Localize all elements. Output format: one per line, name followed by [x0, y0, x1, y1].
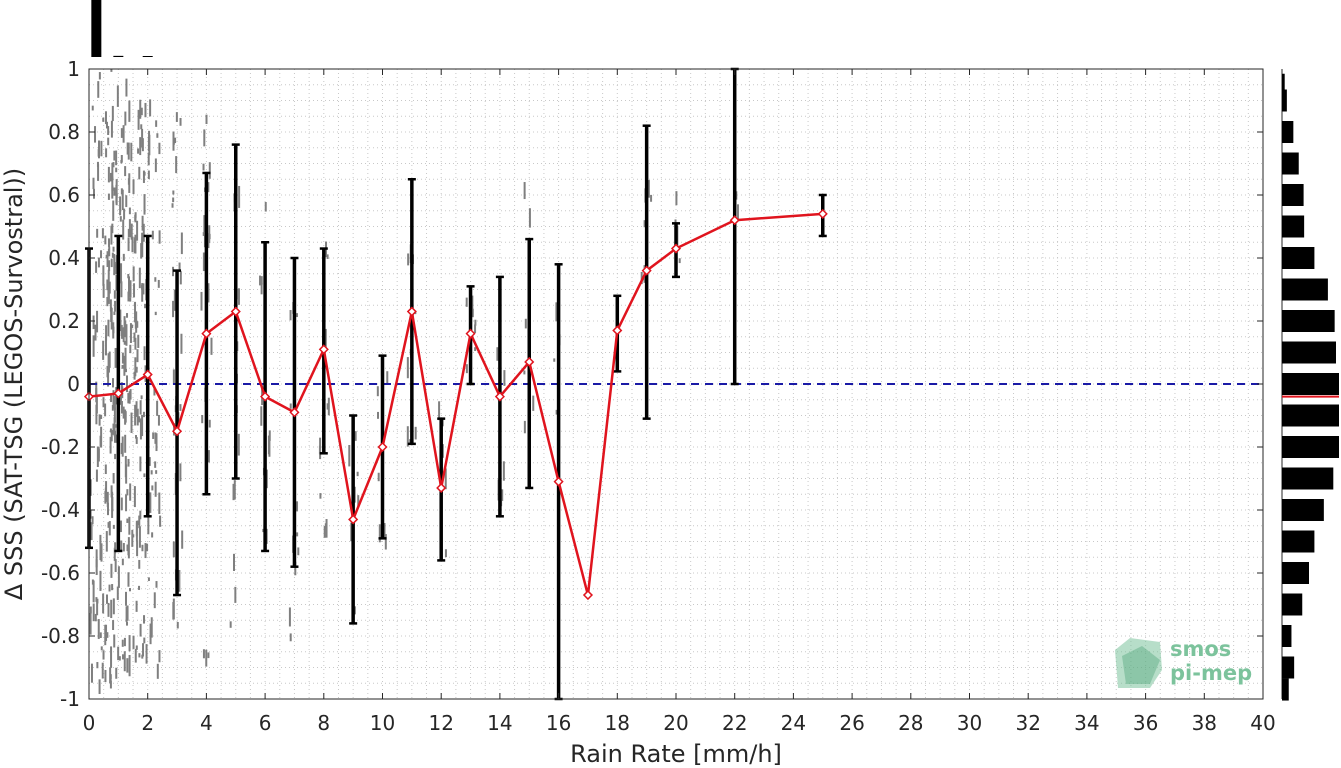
- x-tick-label: 2: [141, 711, 154, 735]
- mean-point: [406, 306, 417, 317]
- x-tick-label: 12: [428, 711, 453, 735]
- axis-ticks: 0 2 4 6 8 10 12 14 16 18 20 22 24 26 28 30 32 34 36 38 40-1-…: [41, 57, 1276, 735]
- x-tick-label: 28: [898, 711, 923, 735]
- y-tick-label: -0.8: [41, 624, 80, 648]
- x-tick-label: 34: [1074, 711, 1099, 735]
- mean-point: [113, 388, 124, 399]
- mean-point: [201, 328, 212, 339]
- y-tick-label: -0.2: [41, 435, 80, 459]
- right-hist-bar: [1282, 467, 1334, 490]
- mean-point: [289, 407, 300, 418]
- top-hist-bar: [91, 0, 102, 57]
- right-hist-bar: [1282, 278, 1328, 301]
- x-tick-label: 6: [259, 711, 272, 735]
- mean-point: [171, 426, 183, 437]
- logo-text-smos: smos: [1170, 637, 1231, 661]
- right-hist-bar: [1282, 593, 1303, 616]
- x-tick-label: 20: [663, 711, 688, 735]
- scatter-points: [89, 69, 739, 694]
- mean-point: [670, 243, 682, 254]
- x-tick-label: 8: [317, 711, 330, 735]
- mean-point: [553, 476, 564, 487]
- mean-point: [260, 391, 271, 402]
- right-hist-bar: [1282, 310, 1335, 332]
- mean-point: [318, 344, 329, 355]
- x-tick-label: 10: [370, 711, 395, 735]
- right-hist-bar: [1282, 678, 1289, 701]
- right-hist-bar: [1282, 247, 1315, 269]
- mean-point: [612, 325, 623, 336]
- right-hist-bar: [1282, 499, 1324, 521]
- x-tick-label: 14: [487, 711, 512, 735]
- right-hist-bar: [1282, 215, 1305, 238]
- y-tick-label: -0.6: [41, 561, 80, 585]
- right-hist-bar: [1282, 121, 1294, 143]
- right-hist-bar: [1282, 404, 1339, 427]
- x-tick-label: 38: [1192, 711, 1217, 735]
- right-hist-bar: [1282, 656, 1295, 679]
- mean-point: [641, 265, 652, 276]
- right-hist-bar: [1282, 73, 1285, 96]
- right-hist-bar: [1282, 436, 1339, 458]
- right-hist-bar: [1282, 530, 1315, 553]
- mean-point: [436, 482, 447, 494]
- y-tick-label: 0.8: [48, 120, 80, 144]
- top-histogram: [91, 0, 153, 57]
- x-tick-label: 30: [957, 711, 982, 735]
- logo-text-pimep: pi-mep: [1170, 661, 1252, 685]
- top-hist-bar: [142, 56, 153, 57]
- y-tick-label: 0.2: [48, 309, 80, 333]
- right-hist-bar: [1282, 152, 1299, 175]
- right-hist-bar: [1282, 373, 1339, 395]
- y-tick-label: 0.4: [48, 246, 80, 270]
- y-tick-label: -1: [60, 687, 80, 711]
- y-tick-label: -0.4: [41, 498, 80, 522]
- mean-point: [494, 391, 505, 402]
- y-axis-title: Δ SSS (SAT-TSG (LEGOS-Survostral)): [0, 168, 28, 600]
- right-hist-bar: [1282, 184, 1304, 206]
- binned-mean-series: [83, 208, 828, 601]
- x-tick-label: 32: [1015, 711, 1040, 735]
- x-axis-title: Rain Rate [mm/h]: [570, 740, 782, 768]
- smos-pimep-logo: smos pi-mep: [1115, 637, 1252, 688]
- right-hist-bar: [1282, 341, 1336, 364]
- top-hist-bar: [113, 55, 124, 57]
- x-tick-label: 22: [722, 711, 747, 735]
- y-tick-label: 0.6: [48, 183, 80, 207]
- mean-point: [142, 369, 153, 380]
- right-histogram: [1281, 69, 1339, 701]
- y-tick-label: 0: [67, 372, 80, 396]
- x-tick-label: 40: [1250, 711, 1275, 735]
- x-tick-label: 36: [1133, 711, 1158, 735]
- right-hist-bar: [1282, 625, 1292, 647]
- mean-point: [465, 328, 476, 339]
- x-tick-label: 26: [839, 711, 864, 735]
- mean-point: [348, 514, 359, 525]
- x-tick-label: 18: [605, 711, 630, 735]
- right-hist-bar: [1282, 562, 1309, 584]
- x-tick-label: 0: [83, 711, 96, 735]
- mean-point: [817, 208, 828, 219]
- mean-point: [524, 356, 535, 368]
- mean-point: [582, 589, 594, 601]
- x-tick-label: 24: [781, 711, 806, 735]
- y-tick-label: 1: [67, 57, 80, 81]
- x-tick-label: 16: [546, 711, 571, 735]
- x-tick-label: 4: [200, 711, 213, 735]
- right-hist-bar: [1282, 89, 1287, 112]
- mean-point: [230, 306, 241, 317]
- mean-point: [729, 215, 740, 226]
- mean-point: [377, 441, 388, 453]
